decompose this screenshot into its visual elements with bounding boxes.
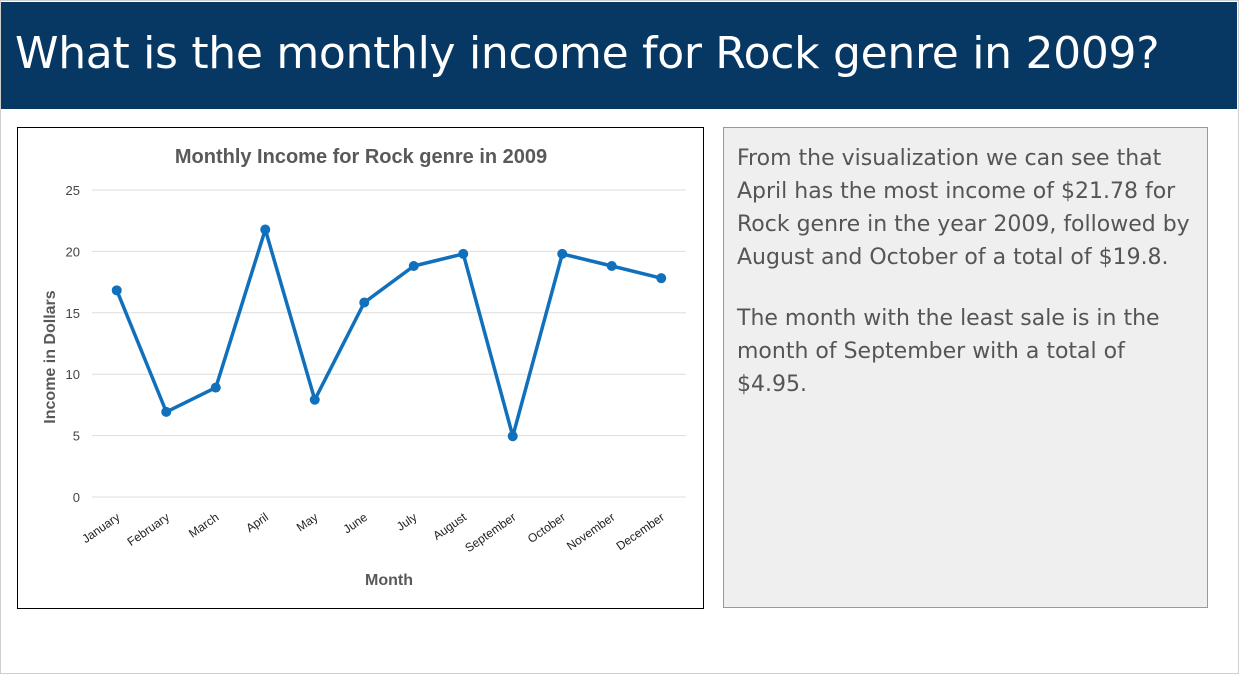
insight-panel: From the visualization we can see that A… <box>723 127 1208 608</box>
data-point <box>656 273 667 284</box>
x-tick-label: November <box>564 510 617 553</box>
x-tick-label: July <box>394 510 420 534</box>
slide-title: What is the monthly income for Rock genr… <box>15 28 1160 79</box>
x-tick-label: September <box>462 510 518 555</box>
y-axis-label: Income in Dollars <box>42 290 59 423</box>
chart-container: Monthly Income for Rock genre in 2009 0 5… <box>17 127 704 609</box>
y-tick-label: 25 <box>66 183 80 198</box>
x-tick-label: January <box>79 510 122 546</box>
y-axis-ticks: 0 5 10 15 20 25 <box>66 183 80 505</box>
x-tick-label: August <box>430 510 469 543</box>
gridlines <box>92 189 686 498</box>
x-tick-label: October <box>525 510 568 546</box>
data-point <box>111 285 122 296</box>
data-point <box>606 261 617 272</box>
x-tick-label: March <box>186 510 221 541</box>
y-tick-label: 0 <box>73 490 80 505</box>
y-tick-label: 5 <box>73 429 80 444</box>
data-point <box>309 394 320 405</box>
slide-header: What is the monthly income for Rock genr… <box>1 2 1237 109</box>
x-tick-label: May <box>294 510 321 534</box>
x-tick-label: February <box>125 510 172 549</box>
data-point <box>458 248 469 259</box>
insight-paragraph-1: From the visualization we can see that A… <box>737 146 1190 270</box>
y-tick-label: 20 <box>66 244 80 259</box>
insight-paragraph-2: The month with the least sale is in the … <box>737 306 1160 397</box>
data-points <box>111 224 667 442</box>
y-tick-label: 15 <box>66 306 80 321</box>
x-axis-label: Month <box>365 572 413 589</box>
x-tick-label: December <box>614 510 667 553</box>
data-point <box>161 406 172 417</box>
x-axis-ticks: January February March April May June July Augu… <box>79 510 667 556</box>
x-tick-label: June <box>341 510 371 537</box>
y-tick-label: 10 <box>66 367 80 382</box>
data-point <box>408 261 419 272</box>
data-point <box>260 224 271 235</box>
x-tick-label: April <box>243 510 271 535</box>
chart-title: Monthly Income for Rock genre in 2009 <box>175 146 547 168</box>
data-point <box>507 431 518 442</box>
series-line <box>115 227 662 438</box>
line-chart: Monthly Income for Rock genre in 2009 0 5… <box>42 146 686 589</box>
data-point <box>210 382 221 393</box>
data-point <box>359 297 370 308</box>
data-point <box>557 248 568 259</box>
